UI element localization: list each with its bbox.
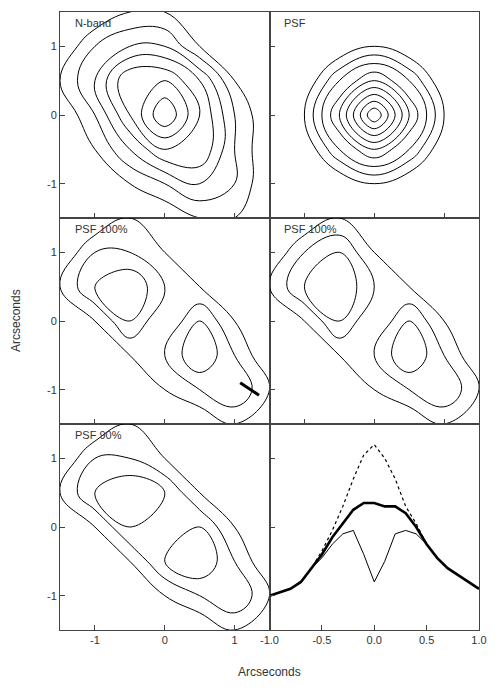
svg-text:-1: -1 bbox=[47, 384, 57, 396]
svg-text:1: 1 bbox=[51, 246, 57, 258]
svg-text:0: 0 bbox=[162, 634, 168, 646]
svg-text:PSF 100%: PSF 100% bbox=[284, 223, 337, 235]
svg-text:1: 1 bbox=[51, 40, 57, 52]
svg-text:1: 1 bbox=[51, 452, 57, 464]
svg-text:-1: -1 bbox=[90, 634, 100, 646]
svg-text:0: 0 bbox=[51, 315, 57, 327]
svg-text:N-band: N-band bbox=[75, 17, 111, 29]
svg-text:PSF: PSF bbox=[284, 17, 306, 29]
svg-text:Arcseconds: Arcseconds bbox=[9, 289, 23, 352]
svg-text:Arcseconds: Arcseconds bbox=[238, 665, 301, 679]
svg-text:1.0: 1.0 bbox=[471, 634, 486, 646]
svg-text:0: 0 bbox=[51, 109, 57, 121]
svg-text:-1.0: -1.0 bbox=[260, 634, 279, 646]
svg-text:-1: -1 bbox=[47, 178, 57, 190]
svg-text:-1: -1 bbox=[47, 590, 57, 602]
svg-text:0: 0 bbox=[51, 521, 57, 533]
svg-text:0.0: 0.0 bbox=[367, 634, 382, 646]
svg-text:1: 1 bbox=[232, 634, 238, 646]
svg-text:-0.5: -0.5 bbox=[312, 634, 331, 646]
svg-text:PSF 100%: PSF 100% bbox=[75, 223, 128, 235]
svg-text:0.5: 0.5 bbox=[419, 634, 434, 646]
svg-text:PSF 90%: PSF 90% bbox=[75, 429, 122, 441]
